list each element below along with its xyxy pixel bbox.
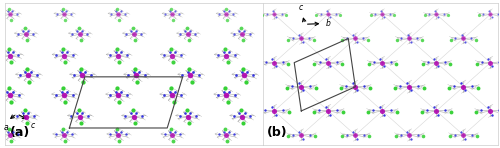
Text: c: c xyxy=(30,121,34,130)
Text: (a): (a) xyxy=(10,126,30,139)
Text: a: a xyxy=(4,123,8,132)
Text: b: b xyxy=(326,20,331,28)
Text: (b): (b) xyxy=(267,126,288,139)
Text: c: c xyxy=(299,3,304,12)
